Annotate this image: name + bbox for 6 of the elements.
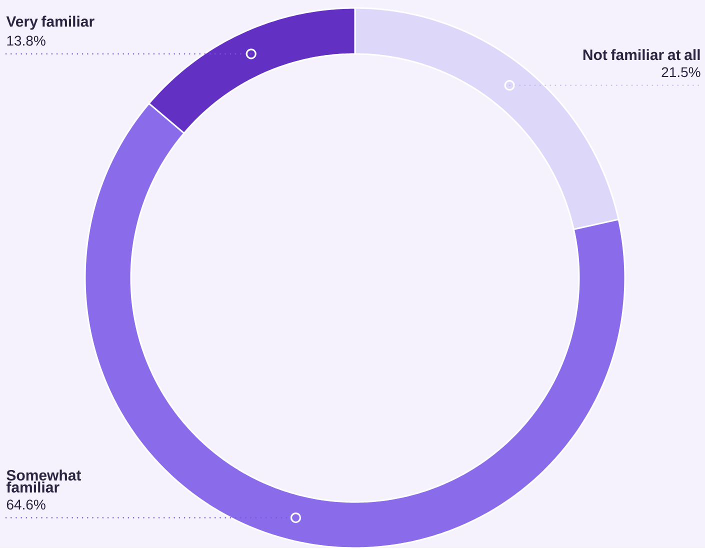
slice-label: Somewhat familiar xyxy=(6,470,82,493)
data-label: 64.6% xyxy=(6,500,46,510)
slice-label: Very familiar xyxy=(6,16,94,30)
data-label: 13.8% xyxy=(7,36,46,46)
data-label: 21.5% xyxy=(662,67,700,78)
slice-label: Not familiar at all xyxy=(583,49,700,60)
